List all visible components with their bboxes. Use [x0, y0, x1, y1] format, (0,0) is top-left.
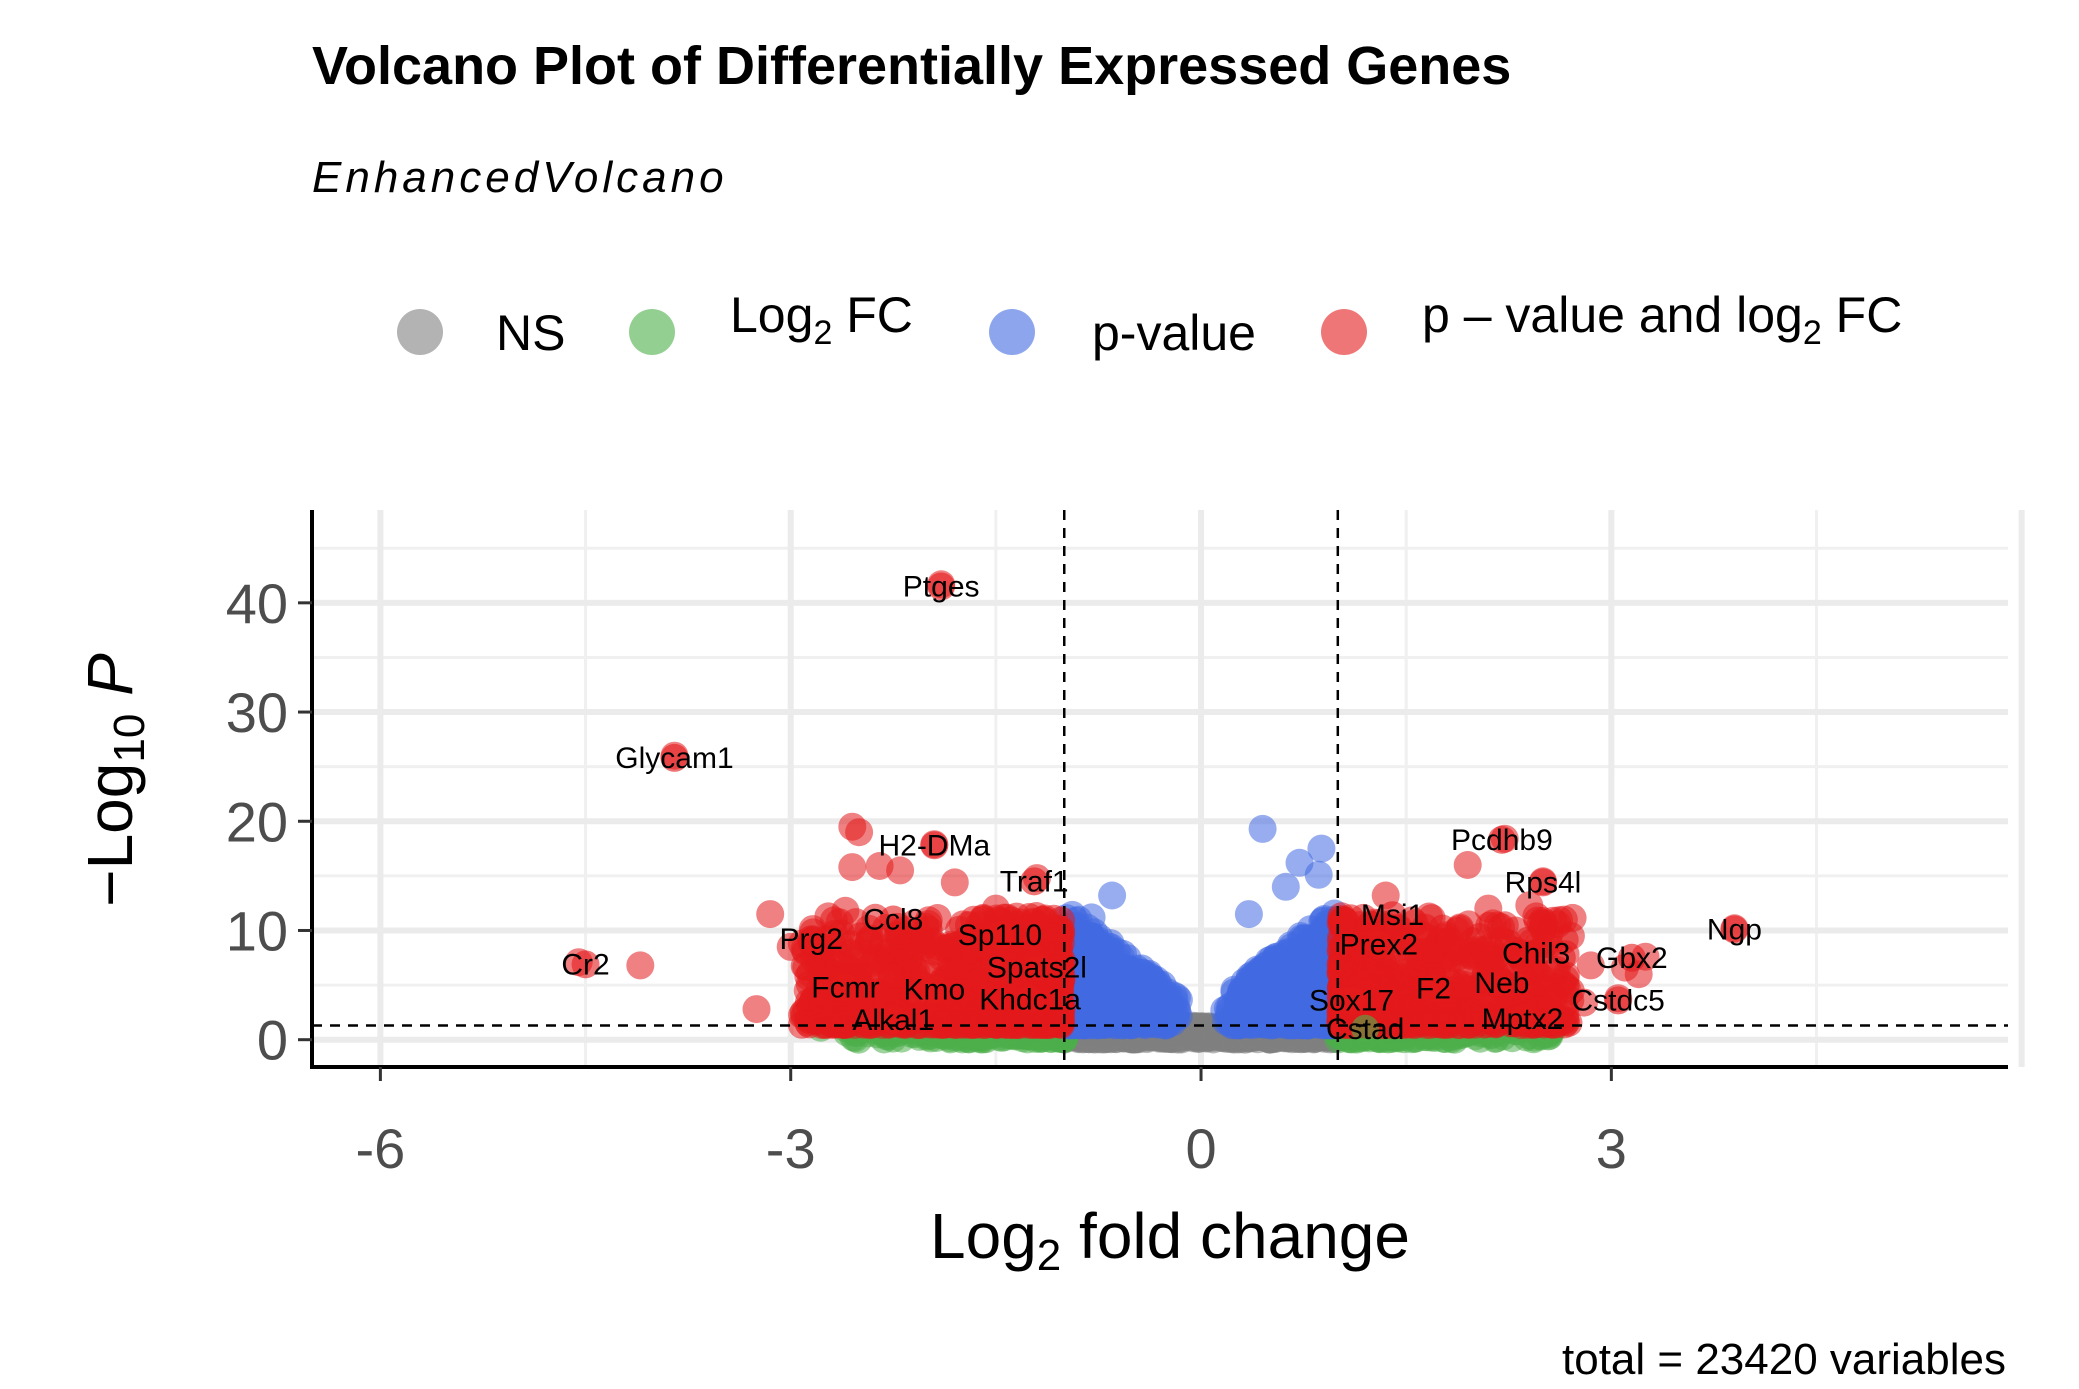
data-points: [564, 570, 1749, 1054]
point-both: [940, 868, 969, 897]
point-p: [1245, 963, 1274, 992]
point-p: [1298, 923, 1327, 952]
legend-label-p: p-value: [1092, 305, 1256, 361]
point-both: [951, 1006, 980, 1035]
chart-subtitle: EnhancedVolcano: [312, 153, 728, 202]
legend-label-fc: Log2 FC: [730, 287, 913, 352]
gene-label: Ptges: [903, 570, 980, 603]
gene-label: Cr2: [561, 948, 609, 981]
x-tick-label: -3: [766, 1117, 816, 1180]
point-p: [1265, 997, 1294, 1026]
x-tick-label: 3: [1596, 1117, 1627, 1180]
x-tick-label: 0: [1185, 1117, 1216, 1180]
gene-label: Gbx2: [1596, 942, 1668, 975]
point-p: [1270, 955, 1299, 984]
point-both: [1474, 894, 1503, 923]
gene-label: Pcdhb9: [1451, 824, 1553, 857]
y-tick-label: 10: [226, 899, 288, 962]
point-p: [1083, 1002, 1112, 1030]
point-both: [1435, 926, 1464, 955]
caption: total = 23420 variables: [1562, 1335, 2006, 1384]
gene-label: Prex2: [1340, 929, 1418, 962]
legend-label-both: p – value and log2 FC: [1422, 287, 1902, 352]
x-tick-label: -6: [355, 1117, 405, 1180]
gene-label: Ccl8: [863, 904, 923, 937]
point-p: [1304, 860, 1333, 889]
point-p: [1271, 872, 1300, 901]
point-both: [1327, 902, 1356, 931]
point-p: [1077, 903, 1106, 932]
point-both: [626, 951, 655, 980]
gene-label: Kmo: [903, 973, 965, 1006]
point-both: [1420, 1006, 1449, 1035]
point-both: [838, 853, 867, 882]
gene-label: Spats2l: [987, 952, 1087, 985]
gene-label: Cstdc5: [1572, 984, 1665, 1017]
gene-label: Neb: [1474, 967, 1529, 1000]
gene-label: Alkal1: [852, 1004, 934, 1037]
gene-label: Traf1: [1000, 865, 1069, 898]
point-p: [1248, 814, 1277, 843]
point-p: [1234, 900, 1263, 929]
gene-label: Sp110: [958, 919, 1043, 952]
gene-label: F2: [1416, 972, 1451, 1005]
point-both: [742, 995, 771, 1024]
legend-swatch-both: [1321, 309, 1367, 355]
y-tick-label: 30: [226, 681, 288, 744]
point-p: [1231, 1004, 1260, 1033]
y-tick-label: 40: [226, 572, 288, 635]
legend-swatch-ns: [397, 309, 443, 355]
gene-label: Mptx2: [1482, 1003, 1564, 1036]
point-both: [838, 812, 867, 841]
point-p: [1086, 950, 1115, 979]
legend-swatch-fc: [629, 309, 675, 355]
gene-label: Glycam1: [615, 742, 733, 775]
y-tick-label: 0: [257, 1009, 288, 1072]
chart-title: Volcano Plot of Differentially Expressed…: [312, 36, 1511, 96]
gene-label: Cstad: [1326, 1013, 1404, 1046]
point-p: [1307, 834, 1336, 863]
gene-label: Prg2: [780, 923, 843, 956]
gene-label: Ngp: [1707, 913, 1762, 946]
gene-label: Khdc1a: [979, 983, 1081, 1016]
gene-label: Chil3: [1502, 937, 1570, 970]
grid: [312, 510, 2025, 1067]
point-p: [1106, 992, 1135, 1021]
gene-label: Rps4l: [1505, 866, 1582, 899]
legend-swatch-p: [989, 309, 1035, 355]
y-tick-label: 20: [226, 790, 288, 853]
x-axis-title: Log2 fold change: [930, 1200, 1410, 1280]
point-p: [1098, 881, 1127, 910]
gene-label: Fcmr: [811, 971, 879, 1004]
y-axis-title: −Log10 P: [74, 653, 154, 907]
gene-label: Msi1: [1361, 899, 1424, 932]
point-both: [831, 896, 860, 925]
legend: NS Log2 FC p-value p – value and log2 FC: [397, 287, 1902, 361]
gene-label: H2-DMa: [878, 829, 990, 862]
point-both: [1542, 973, 1571, 1002]
legend-label-ns: NS: [496, 305, 565, 361]
point-p: [1116, 971, 1145, 1000]
point-p: [1220, 978, 1249, 1007]
